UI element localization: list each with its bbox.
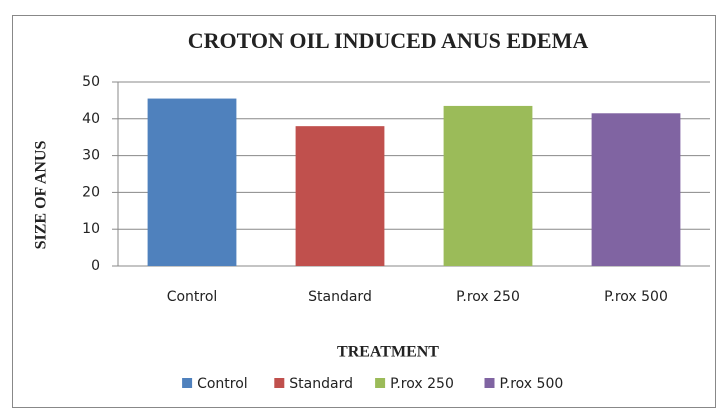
y-tick-label: 20 [82, 184, 100, 200]
legend-swatch [484, 378, 495, 388]
y-axis-label: SIZE OF ANUS [33, 141, 50, 250]
y-tick-label: 40 [82, 111, 100, 127]
legend-label: Standard [289, 376, 353, 392]
bar [147, 98, 237, 266]
x-axis-label: TREATMENT [337, 344, 439, 361]
bar [591, 113, 681, 266]
y-tick-label: 0 [91, 258, 100, 274]
x-tick-label: Standard [308, 289, 372, 305]
legend-label: P.rox 500 [500, 376, 564, 392]
legend-label: P.rox 250 [390, 376, 454, 392]
chart-title: CROTON OIL INDUCED ANUS EDEMA [188, 28, 589, 53]
x-tick-label: Control [167, 289, 218, 305]
x-tick-label: P.rox 500 [604, 289, 668, 305]
legend-label: Control [197, 376, 248, 392]
y-tick-label: 10 [82, 221, 100, 237]
legend-swatch [182, 378, 193, 388]
bar [295, 126, 385, 266]
y-tick-label: 50 [82, 74, 100, 90]
legend-swatch [375, 378, 386, 388]
y-tick-label: 30 [82, 148, 100, 164]
legend-swatch [274, 378, 285, 388]
bar [443, 105, 533, 266]
x-tick-label: P.rox 250 [456, 289, 520, 305]
